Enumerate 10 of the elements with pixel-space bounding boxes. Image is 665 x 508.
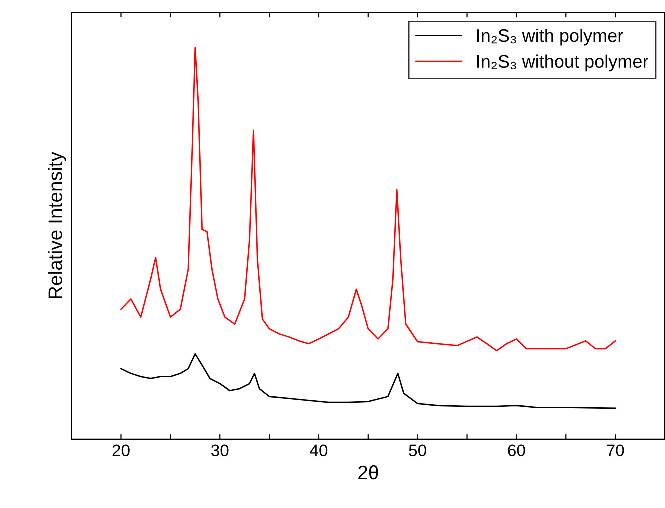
x-tick-label: 70 bbox=[607, 444, 624, 457]
x-tick-label: 40 bbox=[310, 444, 328, 457]
legend-label: In₂S₃ with polymer bbox=[478, 28, 624, 46]
x-tick-label: 60 bbox=[508, 444, 526, 457]
x-tick-label: 50 bbox=[409, 444, 426, 457]
x-tick-label: 20 bbox=[112, 444, 130, 457]
y-axis-title: Relative Intensity bbox=[48, 152, 66, 298]
x-axis-title: 2θ bbox=[358, 465, 378, 480]
x-tick-label: 30 bbox=[211, 444, 229, 457]
legend-label: In₂S₃ without polymer bbox=[478, 54, 648, 72]
